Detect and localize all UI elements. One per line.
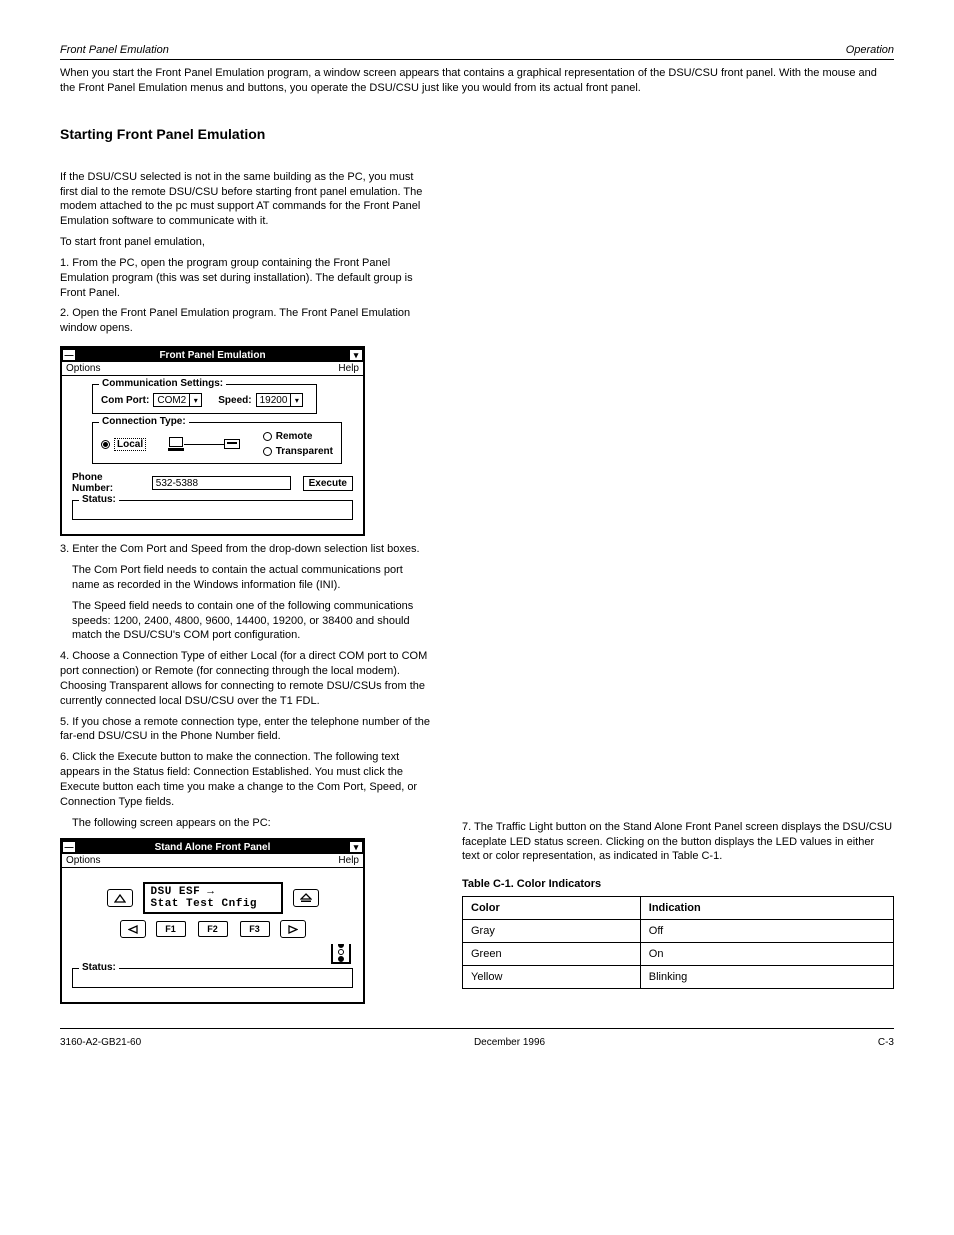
header-rule (60, 59, 894, 60)
lamp-icon (338, 949, 344, 955)
table-row: Color Indication (463, 897, 894, 920)
intro-paragraph: When you start the Front Panel Emulation… (60, 66, 894, 96)
radio-local[interactable] (101, 440, 110, 449)
radio-local-label: Local (114, 438, 146, 451)
cell: On (640, 943, 893, 966)
dropdown-icon[interactable]: ▾ (189, 394, 201, 406)
table-row: Yellow Blinking (463, 966, 894, 989)
standalone-window: — Stand Alone Front Panel ▾ Options Help… (60, 838, 365, 1004)
cell: Yellow (463, 966, 641, 989)
comport-combo[interactable]: COM2 ▾ (153, 393, 202, 407)
triangle-up-icon (114, 894, 126, 903)
menubar: OOptionsptions Help (62, 362, 363, 376)
system-menu-icon[interactable]: — (62, 349, 76, 361)
s1-step6: 6. Click the Execute button to make the … (60, 750, 430, 809)
footer-right: C-3 (878, 1037, 894, 1048)
cell: Blinking (640, 966, 893, 989)
s1-step7: 7. The Traffic Light button on the Stand… (462, 820, 894, 865)
nav-right-button[interactable] (280, 920, 306, 938)
speed-value: 19200 (257, 394, 291, 406)
radio-transparent[interactable] (263, 447, 272, 456)
radio-remote[interactable] (263, 432, 272, 441)
pc-icon (168, 437, 184, 451)
radio-remote-label: Remote (276, 431, 313, 442)
titlebar: — Front Panel Emulation ▾ (62, 348, 363, 362)
system-menu-icon[interactable]: — (62, 841, 76, 853)
nav-up-button[interactable] (107, 889, 133, 907)
triangle-right-icon (288, 925, 298, 934)
connection-diagram (168, 437, 240, 451)
header-right: Operation (846, 44, 894, 56)
lcd-display: DSU ESF → Stat Test Cnfig (143, 882, 283, 914)
window-title: Stand Alone Front Panel (76, 842, 349, 853)
speed-combo[interactable]: 19200 ▾ (256, 393, 304, 407)
table-row: Gray Off (463, 920, 894, 943)
minimize-icon[interactable]: ▾ (349, 841, 363, 853)
cell: Green (463, 943, 641, 966)
menu-options[interactable]: Options (66, 855, 100, 866)
radio-transparent-label: Transparent (276, 446, 333, 457)
table-row: Green On (463, 943, 894, 966)
menu-help[interactable]: Help (338, 363, 359, 374)
window-title: Front Panel Emulation (76, 350, 349, 361)
s1-p1: If the DSU/CSU selected is not in the sa… (60, 170, 430, 229)
cell: Off (640, 920, 893, 943)
group-conn-legend: Connection Type: (99, 416, 189, 427)
table-caption: Table C-1. Color Indicators (462, 878, 894, 890)
comport-label: Com Port: (101, 395, 149, 406)
traffic-light-button[interactable] (331, 944, 351, 964)
menu-help[interactable]: Help (338, 855, 359, 866)
s1-p2: To start front panel emulation, (60, 235, 430, 250)
color-indicator-table: Color Indication Gray Off Green On Yello… (462, 896, 894, 989)
f2-button[interactable]: F2 (198, 921, 228, 937)
speed-label: Speed: (218, 395, 251, 406)
lamp-icon (338, 944, 344, 948)
s1-step2: 2. Open the Front Panel Emulation progra… (60, 306, 430, 336)
s1-step3: 3. Enter the Com Port and Speed from the… (60, 542, 430, 557)
footer-rule (60, 1028, 894, 1029)
fpe-window: — Front Panel Emulation ▾ OOptionsptions… (60, 346, 365, 536)
lcd-line1: DSU ESF → (151, 886, 275, 898)
titlebar: — Stand Alone Front Panel ▾ (62, 840, 363, 854)
s1-step5: 5. If you chose a remote connection type… (60, 715, 430, 745)
header-left: Front Panel Emulation (60, 44, 169, 56)
execute-button[interactable]: Execute (303, 476, 353, 491)
triangle-left-icon (128, 925, 138, 934)
th-color: Color (463, 897, 641, 920)
eject-icon (300, 893, 312, 903)
s1-step3b: The Speed field needs to contain one of … (72, 599, 430, 644)
menu-options[interactable]: OOptionsptions (66, 363, 100, 374)
dropdown-icon[interactable]: ▾ (290, 394, 302, 406)
s1-step1: 1. From the PC, open the program group c… (60, 256, 430, 301)
group-status-legend: Status: (79, 962, 119, 973)
cell: Gray (463, 920, 641, 943)
menubar: Options Help (62, 854, 363, 868)
footer-left: 3160-A2-GB21-60 (60, 1037, 141, 1048)
s1-step4: 4. Choose a Connection Type of either Lo… (60, 649, 430, 708)
nav-left-button[interactable] (120, 920, 146, 938)
f1-button[interactable]: F1 (156, 921, 186, 937)
comport-value: COM2 (154, 394, 189, 406)
phone-label: Phone Number: (72, 472, 146, 494)
group-status-legend: Status: (79, 494, 119, 505)
section-title: Starting Front Panel Emulation (60, 126, 894, 142)
phone-input[interactable]: 532-5388 (152, 476, 291, 490)
s1-step3a: The Com Port field needs to contain the … (72, 563, 430, 593)
lamp-icon (338, 956, 344, 962)
group-comm-legend: Communication Settings: (99, 378, 226, 389)
minimize-icon[interactable]: ▾ (349, 349, 363, 361)
f3-button[interactable]: F3 (240, 921, 270, 937)
nav-eject-button[interactable] (293, 889, 319, 907)
footer-center: December 1996 (474, 1037, 545, 1048)
th-indication: Indication (640, 897, 893, 920)
modem-icon (224, 439, 240, 449)
s1-step6a: The following screen appears on the PC: (72, 816, 430, 831)
lcd-line2: Stat Test Cnfig (151, 898, 275, 910)
